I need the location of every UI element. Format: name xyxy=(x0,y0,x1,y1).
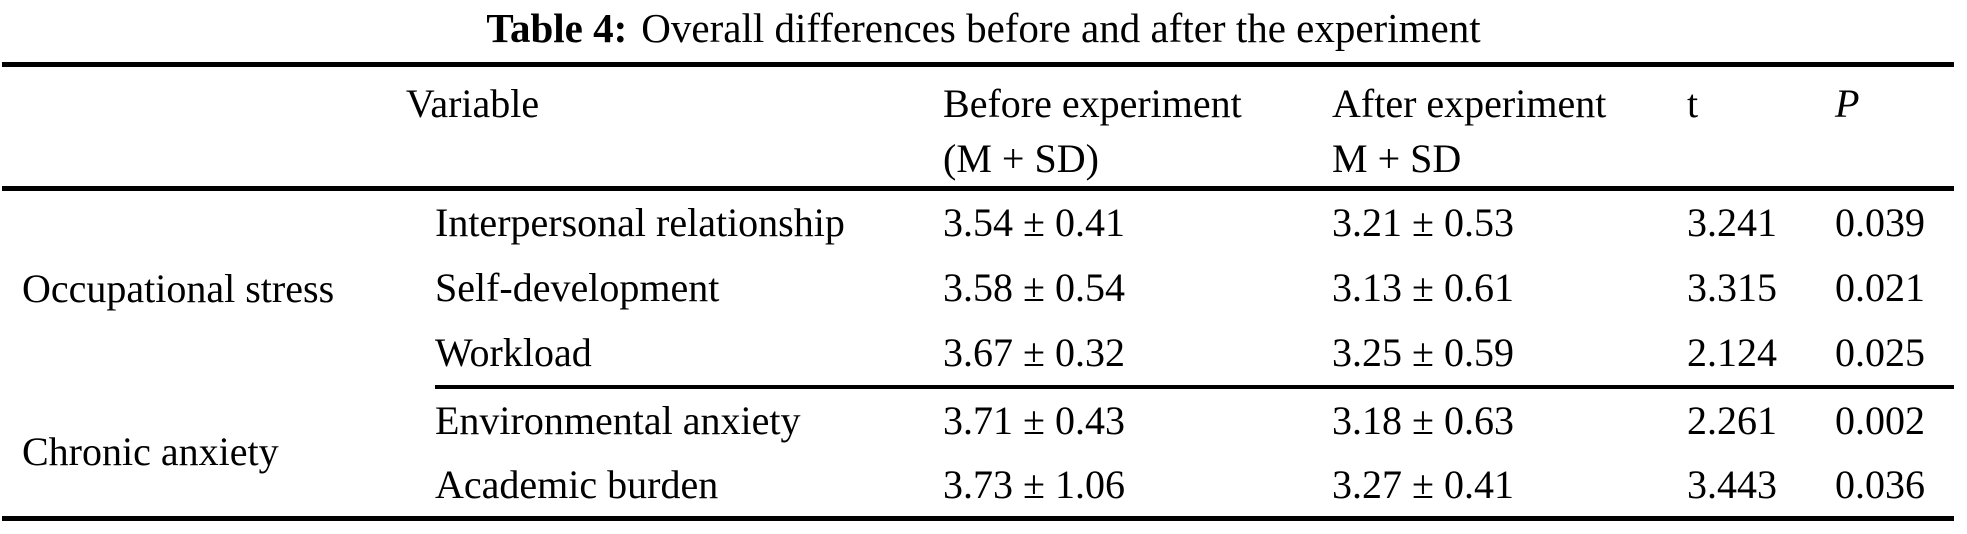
header-before-line1: Before experiment xyxy=(943,81,1242,126)
cell-variable: Self-development xyxy=(435,265,720,310)
cell-p: 0.039 xyxy=(1835,200,1926,246)
cell-before: 3.58 ± 0.54 xyxy=(943,265,1125,310)
cell-before: 3.73 ± 1.06 xyxy=(943,461,1125,507)
cell-after: 3.25 ± 0.59 xyxy=(1332,320,1688,389)
table-row: Chronic anxiety Environmental anxiety 3.… xyxy=(2,387,1954,474)
cell-t: 3.315 xyxy=(1687,265,1778,310)
header-before-experiment: Before experiment (M + SD) xyxy=(943,64,1333,191)
cell-t: 2.261 xyxy=(1687,398,1778,443)
header-t-value: t xyxy=(1687,64,1836,191)
header-row: Variable Before experiment (M + SD) Afte… xyxy=(2,64,1955,191)
header-p-value: P xyxy=(1835,64,1955,191)
cell-before: 3.54 ± 0.41 xyxy=(943,200,1125,246)
cell-t: 3.241 xyxy=(1687,200,1778,246)
table-row: Academic burden 3.73 ± 1.06 3.27 ± 0.41 … xyxy=(2,453,1954,519)
cell-p: 0.025 xyxy=(1835,320,1955,389)
cell-after: 3.21 ± 0.53 xyxy=(1332,200,1514,246)
category-cell-occupational-stress: Occupational stress xyxy=(22,266,335,312)
cell-variable: Academic burden xyxy=(435,461,719,507)
table-row: Occupational stress Interpersonal relati… xyxy=(2,189,1954,311)
table-caption-label: Table 4: xyxy=(486,5,628,51)
table-caption-text: Overall differences before and after the… xyxy=(641,5,1481,51)
cell-t: 2.124 xyxy=(1687,320,1836,389)
cell-after: 3.13 ± 0.61 xyxy=(1332,265,1514,310)
cell-p: 0.021 xyxy=(1835,265,1926,310)
cell-p: 0.002 xyxy=(1835,398,1926,443)
header-after-line1: After experiment xyxy=(1332,81,1607,126)
cell-t: 3.443 xyxy=(1687,461,1778,507)
cell-after: 3.27 ± 0.41 xyxy=(1332,461,1514,507)
cell-before: 3.71 ± 0.43 xyxy=(943,398,1125,443)
cell-p: 0.036 xyxy=(1835,461,1926,507)
header-before-line2: (M + SD) xyxy=(943,136,1099,181)
header-after-line2: M + SD xyxy=(1332,136,1462,181)
table-row: Self-development 3.58 ± 0.54 3.13 ± 0.61… xyxy=(2,255,1954,321)
cell-before: 3.67 ± 0.32 xyxy=(943,320,1333,389)
cell-after: 3.18 ± 0.63 xyxy=(1332,398,1514,443)
table-row: Workload 3.67 ± 0.32 3.25 ± 0.59 2.124 0… xyxy=(2,320,1955,389)
cell-variable: Environmental anxiety xyxy=(435,398,801,443)
header-variable: Variable xyxy=(2,64,944,191)
table-caption: Table 4: Overall differences before and a… xyxy=(0,0,1967,62)
results-table: Variable Before experiment (M + SD) Afte… xyxy=(2,62,1955,521)
category-cell-chronic-anxiety: Chronic anxiety xyxy=(22,428,279,474)
cell-variable: Workload xyxy=(435,320,944,389)
header-after-experiment: After experiment M + SD xyxy=(1332,64,1688,191)
cell-variable: Interpersonal relationship xyxy=(435,200,845,246)
